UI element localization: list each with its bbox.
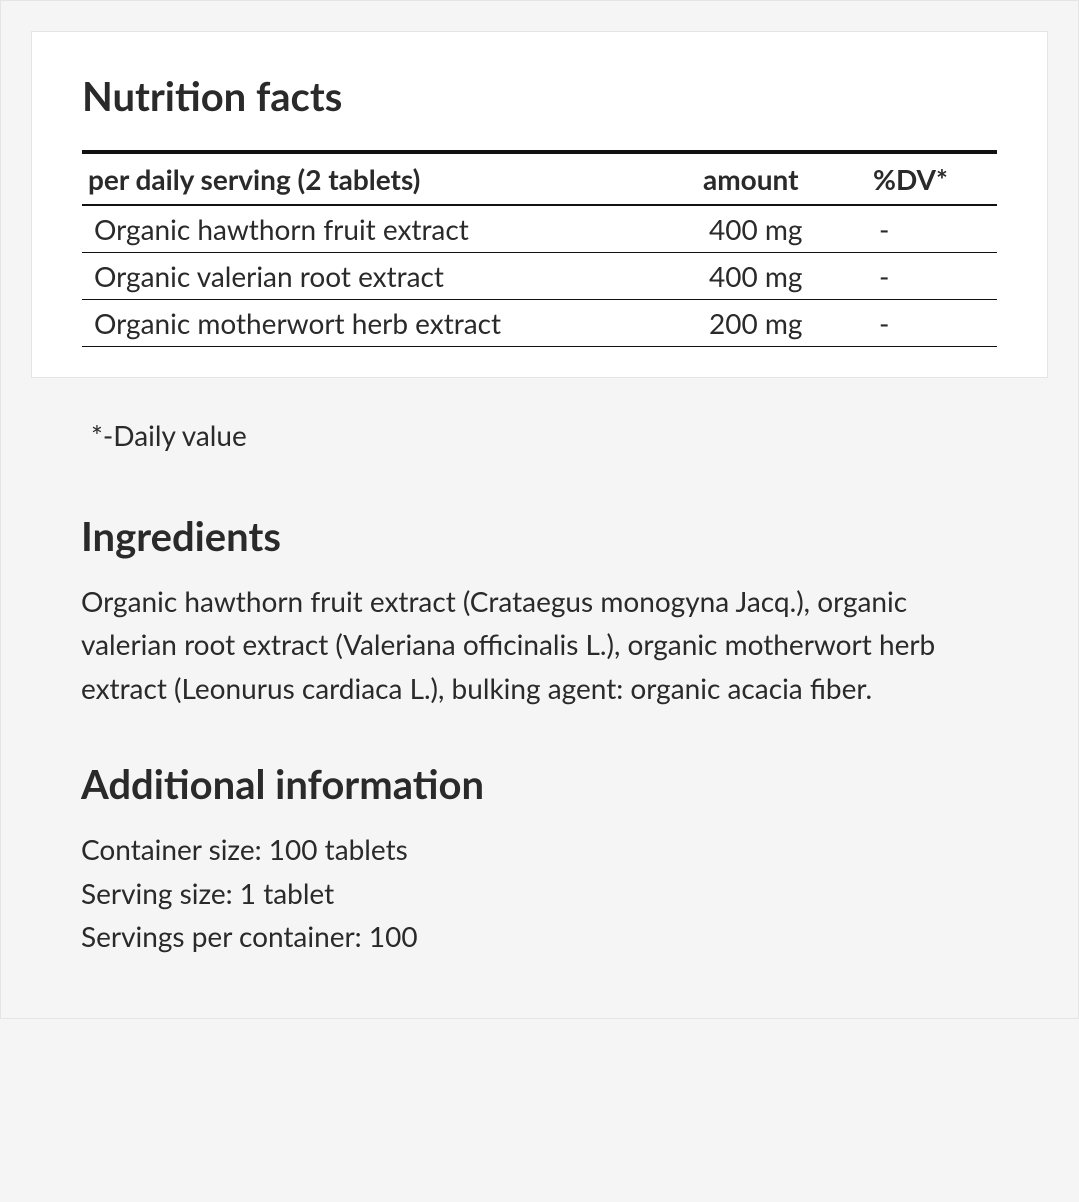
ingredient-amount: 400 mg <box>697 205 867 253</box>
ingredient-dv: - <box>867 300 997 347</box>
table-row: Organic hawthorn fruit extract 400 mg - <box>82 205 997 253</box>
info-line: Serving size: 1 tablet <box>81 872 998 915</box>
nutrition-facts-panel: Nutrition facts per daily serving (2 tab… <box>31 31 1048 378</box>
ingredient-name: Organic hawthorn fruit extract <box>82 205 697 253</box>
ingredients-title: Ingredients <box>81 512 998 560</box>
ingredients-section: Ingredients Organic hawthorn fruit extra… <box>31 492 1048 740</box>
table-row: Organic motherwort herb extract 200 mg - <box>82 300 997 347</box>
nutrition-facts-table: per daily serving (2 tablets) amount %DV… <box>82 150 997 347</box>
ingredient-dv: - <box>867 205 997 253</box>
info-line: Container size: 100 tablets <box>81 828 998 871</box>
dv-footnote: *-Daily value <box>31 398 1048 492</box>
ingredients-text: Organic hawthorn fruit extract (Crataegu… <box>81 580 998 710</box>
table-row: Organic valerian root extract 400 mg - <box>82 253 997 300</box>
col-amount: amount <box>697 152 867 205</box>
ingredient-amount: 200 mg <box>697 300 867 347</box>
col-dv: %DV* <box>867 152 997 205</box>
ingredient-name: Organic motherwort herb extract <box>82 300 697 347</box>
additional-info-title: Additional information <box>81 760 998 808</box>
info-line: Servings per container: 100 <box>81 915 998 958</box>
additional-info-section: Additional information Container size: 1… <box>31 740 1048 988</box>
table-header-row: per daily serving (2 tablets) amount %DV… <box>82 152 997 205</box>
ingredient-name: Organic valerian root extract <box>82 253 697 300</box>
nutrition-facts-title: Nutrition facts <box>82 72 997 120</box>
ingredient-dv: - <box>867 253 997 300</box>
ingredient-amount: 400 mg <box>697 253 867 300</box>
col-serving: per daily serving (2 tablets) <box>82 152 697 205</box>
